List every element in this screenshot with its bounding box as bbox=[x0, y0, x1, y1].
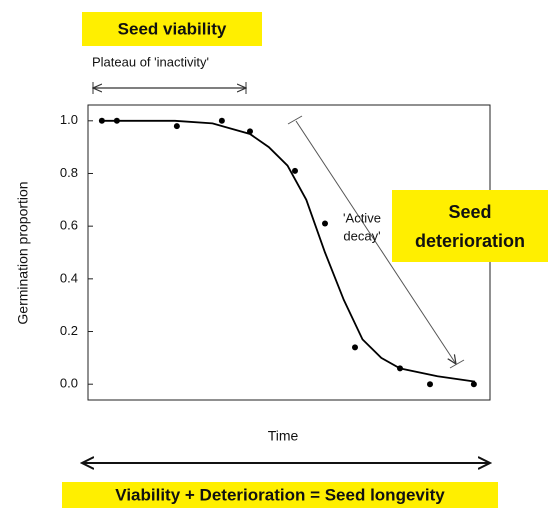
longevity-label: Viability + Deterioration = Seed longevi… bbox=[115, 485, 445, 504]
decay-label: decay' bbox=[343, 228, 380, 243]
data-point bbox=[247, 128, 253, 135]
data-point bbox=[397, 365, 403, 372]
viability-box bbox=[82, 12, 262, 46]
deterioration-box bbox=[392, 190, 548, 262]
data-point bbox=[470, 381, 477, 388]
data-point bbox=[98, 117, 105, 124]
y-tick-label: 0.6 bbox=[60, 218, 78, 233]
decay-arrow bbox=[295, 120, 456, 364]
y-tick-label: 1.0 bbox=[60, 112, 78, 127]
y-tick-label: 0.2 bbox=[60, 323, 78, 338]
y-tick-label: 0.4 bbox=[60, 270, 78, 285]
decay-label: 'Active bbox=[343, 210, 381, 225]
decay-bar bbox=[287, 115, 303, 125]
longevity-box bbox=[62, 482, 498, 508]
data-point bbox=[322, 220, 328, 227]
y-axis-label: Germination proportion bbox=[15, 181, 31, 324]
viability-label: Seed viability bbox=[118, 19, 227, 38]
data-point bbox=[427, 381, 433, 388]
x-axis-label: Time bbox=[268, 428, 299, 444]
deterioration-label: Seed bbox=[448, 202, 491, 222]
y-tick-label: 0.8 bbox=[60, 165, 78, 180]
data-point bbox=[218, 117, 225, 124]
deterioration-label: deterioration bbox=[415, 231, 525, 251]
data-point bbox=[173, 123, 180, 130]
data-point bbox=[352, 344, 358, 351]
plateau-label: Plateau of 'inactivity' bbox=[92, 54, 209, 69]
data-point bbox=[292, 167, 298, 174]
decay-bar bbox=[449, 359, 465, 369]
fit-curve bbox=[100, 119, 476, 383]
data-point bbox=[113, 117, 120, 124]
y-tick-label: 0.0 bbox=[60, 376, 78, 391]
